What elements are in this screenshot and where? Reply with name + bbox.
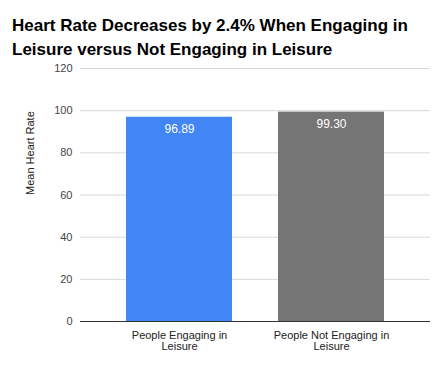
svg-text:96.89: 96.89: [164, 122, 194, 136]
svg-text:People Engaging inLeisure: People Engaging inLeisure: [132, 329, 227, 352]
svg-text:0: 0: [66, 315, 72, 327]
svg-text:80: 80: [60, 146, 72, 158]
html-text:Heart Rate Decreases by 2.4% W: Heart Rate Decreases by 2.4% When Engagi…: [12, 16, 408, 59]
svg-text:20: 20: [60, 273, 72, 285]
svg-text:60: 60: [60, 189, 72, 201]
svg-text:100: 100: [54, 104, 72, 116]
svg-text:99.30: 99.30: [316, 117, 346, 131]
svg-text:40: 40: [60, 231, 72, 243]
svg-text:Mean Heart Rate: Mean Heart Rate: [24, 111, 36, 195]
svg-text:120: 120: [54, 62, 72, 74]
svg-text:People Not Engaging inLeisure: People Not Engaging inLeisure: [274, 329, 390, 352]
